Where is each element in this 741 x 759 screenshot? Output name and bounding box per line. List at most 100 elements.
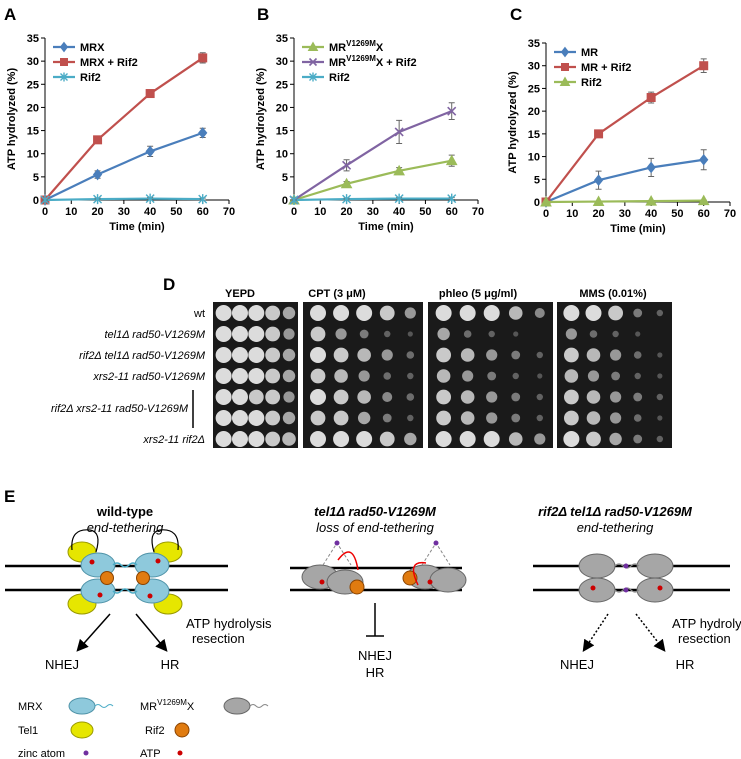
colony-spot — [634, 372, 641, 380]
y-tick-label: 0 — [33, 195, 39, 207]
x-tick-label: 10 — [314, 206, 326, 218]
x-tick-label: 40 — [645, 208, 657, 220]
y-tick-label: 10 — [27, 149, 39, 161]
y-tick-label: 20 — [27, 102, 39, 114]
colony-spot — [656, 435, 664, 443]
y-tick-label: 5 — [33, 172, 39, 184]
colony-spot — [357, 348, 371, 362]
row-label: xrs2-11 rad50-V1269M — [92, 371, 206, 383]
colony-spot — [215, 326, 232, 342]
x-tick-label: 60 — [698, 208, 710, 220]
y-tick-label: 10 — [276, 149, 288, 161]
outcome: NHEJ — [45, 657, 79, 672]
marker — [145, 193, 155, 204]
colony-spot — [563, 347, 579, 363]
colony-spot — [357, 390, 371, 404]
marker — [447, 193, 457, 204]
colony-spot — [265, 431, 281, 447]
colony-spot — [610, 349, 622, 361]
mutant-complex — [301, 540, 467, 595]
row-label: rif2Δ tel1Δ rad50-V1269M — [79, 350, 206, 362]
colony-spot — [282, 432, 296, 446]
series-line — [545, 158, 704, 204]
legend-label: MRX — [18, 701, 43, 713]
x-tick-label: 20 — [340, 206, 352, 218]
x-tick-label: 30 — [118, 206, 130, 218]
colony-spot — [215, 431, 232, 447]
y-tick-label: 0 — [282, 195, 288, 207]
colony-spot — [511, 392, 521, 402]
legend-label: Rif2 — [80, 72, 101, 84]
y-tick-label: 20 — [528, 106, 540, 118]
colony-spot — [215, 389, 232, 405]
outcome: NHEJ — [560, 657, 594, 672]
legend-text: MR — [140, 701, 157, 713]
y-tick-label: 30 — [27, 56, 39, 68]
colony-spot — [310, 389, 326, 405]
marker — [289, 195, 299, 205]
marker — [198, 194, 208, 205]
x-tick-label: 20 — [592, 208, 604, 220]
colony-spot — [488, 330, 495, 338]
y-tick-label: 30 — [528, 61, 540, 73]
marker — [308, 57, 318, 67]
colony-spot — [248, 410, 265, 426]
colony-spot — [310, 410, 326, 426]
panel-label: D — [163, 275, 175, 294]
colony-spot — [534, 308, 545, 318]
series-line — [44, 197, 203, 202]
legend-label: MR — [581, 47, 598, 59]
colony-spot — [437, 327, 450, 341]
colony-spot — [356, 305, 373, 321]
colony-spot — [486, 391, 498, 403]
colony-spot — [563, 389, 579, 405]
colony-spot — [563, 305, 580, 321]
colony-spot — [536, 351, 543, 359]
row-label: rif2Δ xrs2-11 rad50-V1269M — [51, 403, 189, 415]
colony-spot — [462, 370, 474, 382]
colony-spot — [215, 305, 232, 321]
y-tick-label: 15 — [528, 129, 540, 141]
marker — [394, 193, 404, 204]
colony-spot — [656, 393, 664, 401]
row-label: xrs2-11 rif2Δ — [142, 434, 205, 446]
marker — [93, 194, 103, 205]
colony-spot — [463, 330, 472, 338]
colony-spot — [460, 390, 475, 404]
outcome: HR — [676, 657, 695, 672]
colony-spot — [231, 431, 248, 447]
y-tick-label: 25 — [276, 79, 288, 91]
colony-spot — [536, 414, 543, 422]
colony-spot — [231, 389, 248, 405]
colony-spot — [586, 431, 601, 447]
scenario-title: wild-type — [96, 504, 153, 519]
marker — [307, 41, 319, 51]
colony-spot — [404, 307, 416, 319]
colony-spot — [633, 351, 642, 359]
x-tick-label: 60 — [446, 206, 458, 218]
column-header: YEPD — [225, 288, 255, 300]
colony-spot — [248, 431, 265, 447]
row-label: tel1Δ rad50-V1269M — [104, 329, 205, 341]
colony-spot — [657, 373, 663, 379]
colony-spot — [436, 369, 451, 383]
annotation: resection — [192, 631, 245, 646]
legend-label: Rif2 — [329, 72, 350, 84]
y-tick-label: 30 — [276, 56, 288, 68]
marker — [93, 135, 103, 145]
wt-complex — [67, 529, 183, 615]
x-tick-label: 30 — [619, 208, 631, 220]
marker — [342, 194, 352, 205]
scenario-subtitle: end-tethering — [87, 520, 164, 535]
legend-icon — [249, 704, 269, 708]
x-tick-label: 10 — [65, 206, 77, 218]
colony-spot — [459, 305, 476, 321]
series-line — [44, 56, 204, 201]
marker — [393, 164, 405, 176]
x-tick-label: 50 — [419, 206, 431, 218]
colony-spot — [248, 347, 265, 363]
legend-icon — [223, 697, 251, 715]
x-axis-title: Time (min) — [358, 221, 414, 233]
y-tick-label: 35 — [528, 38, 540, 50]
